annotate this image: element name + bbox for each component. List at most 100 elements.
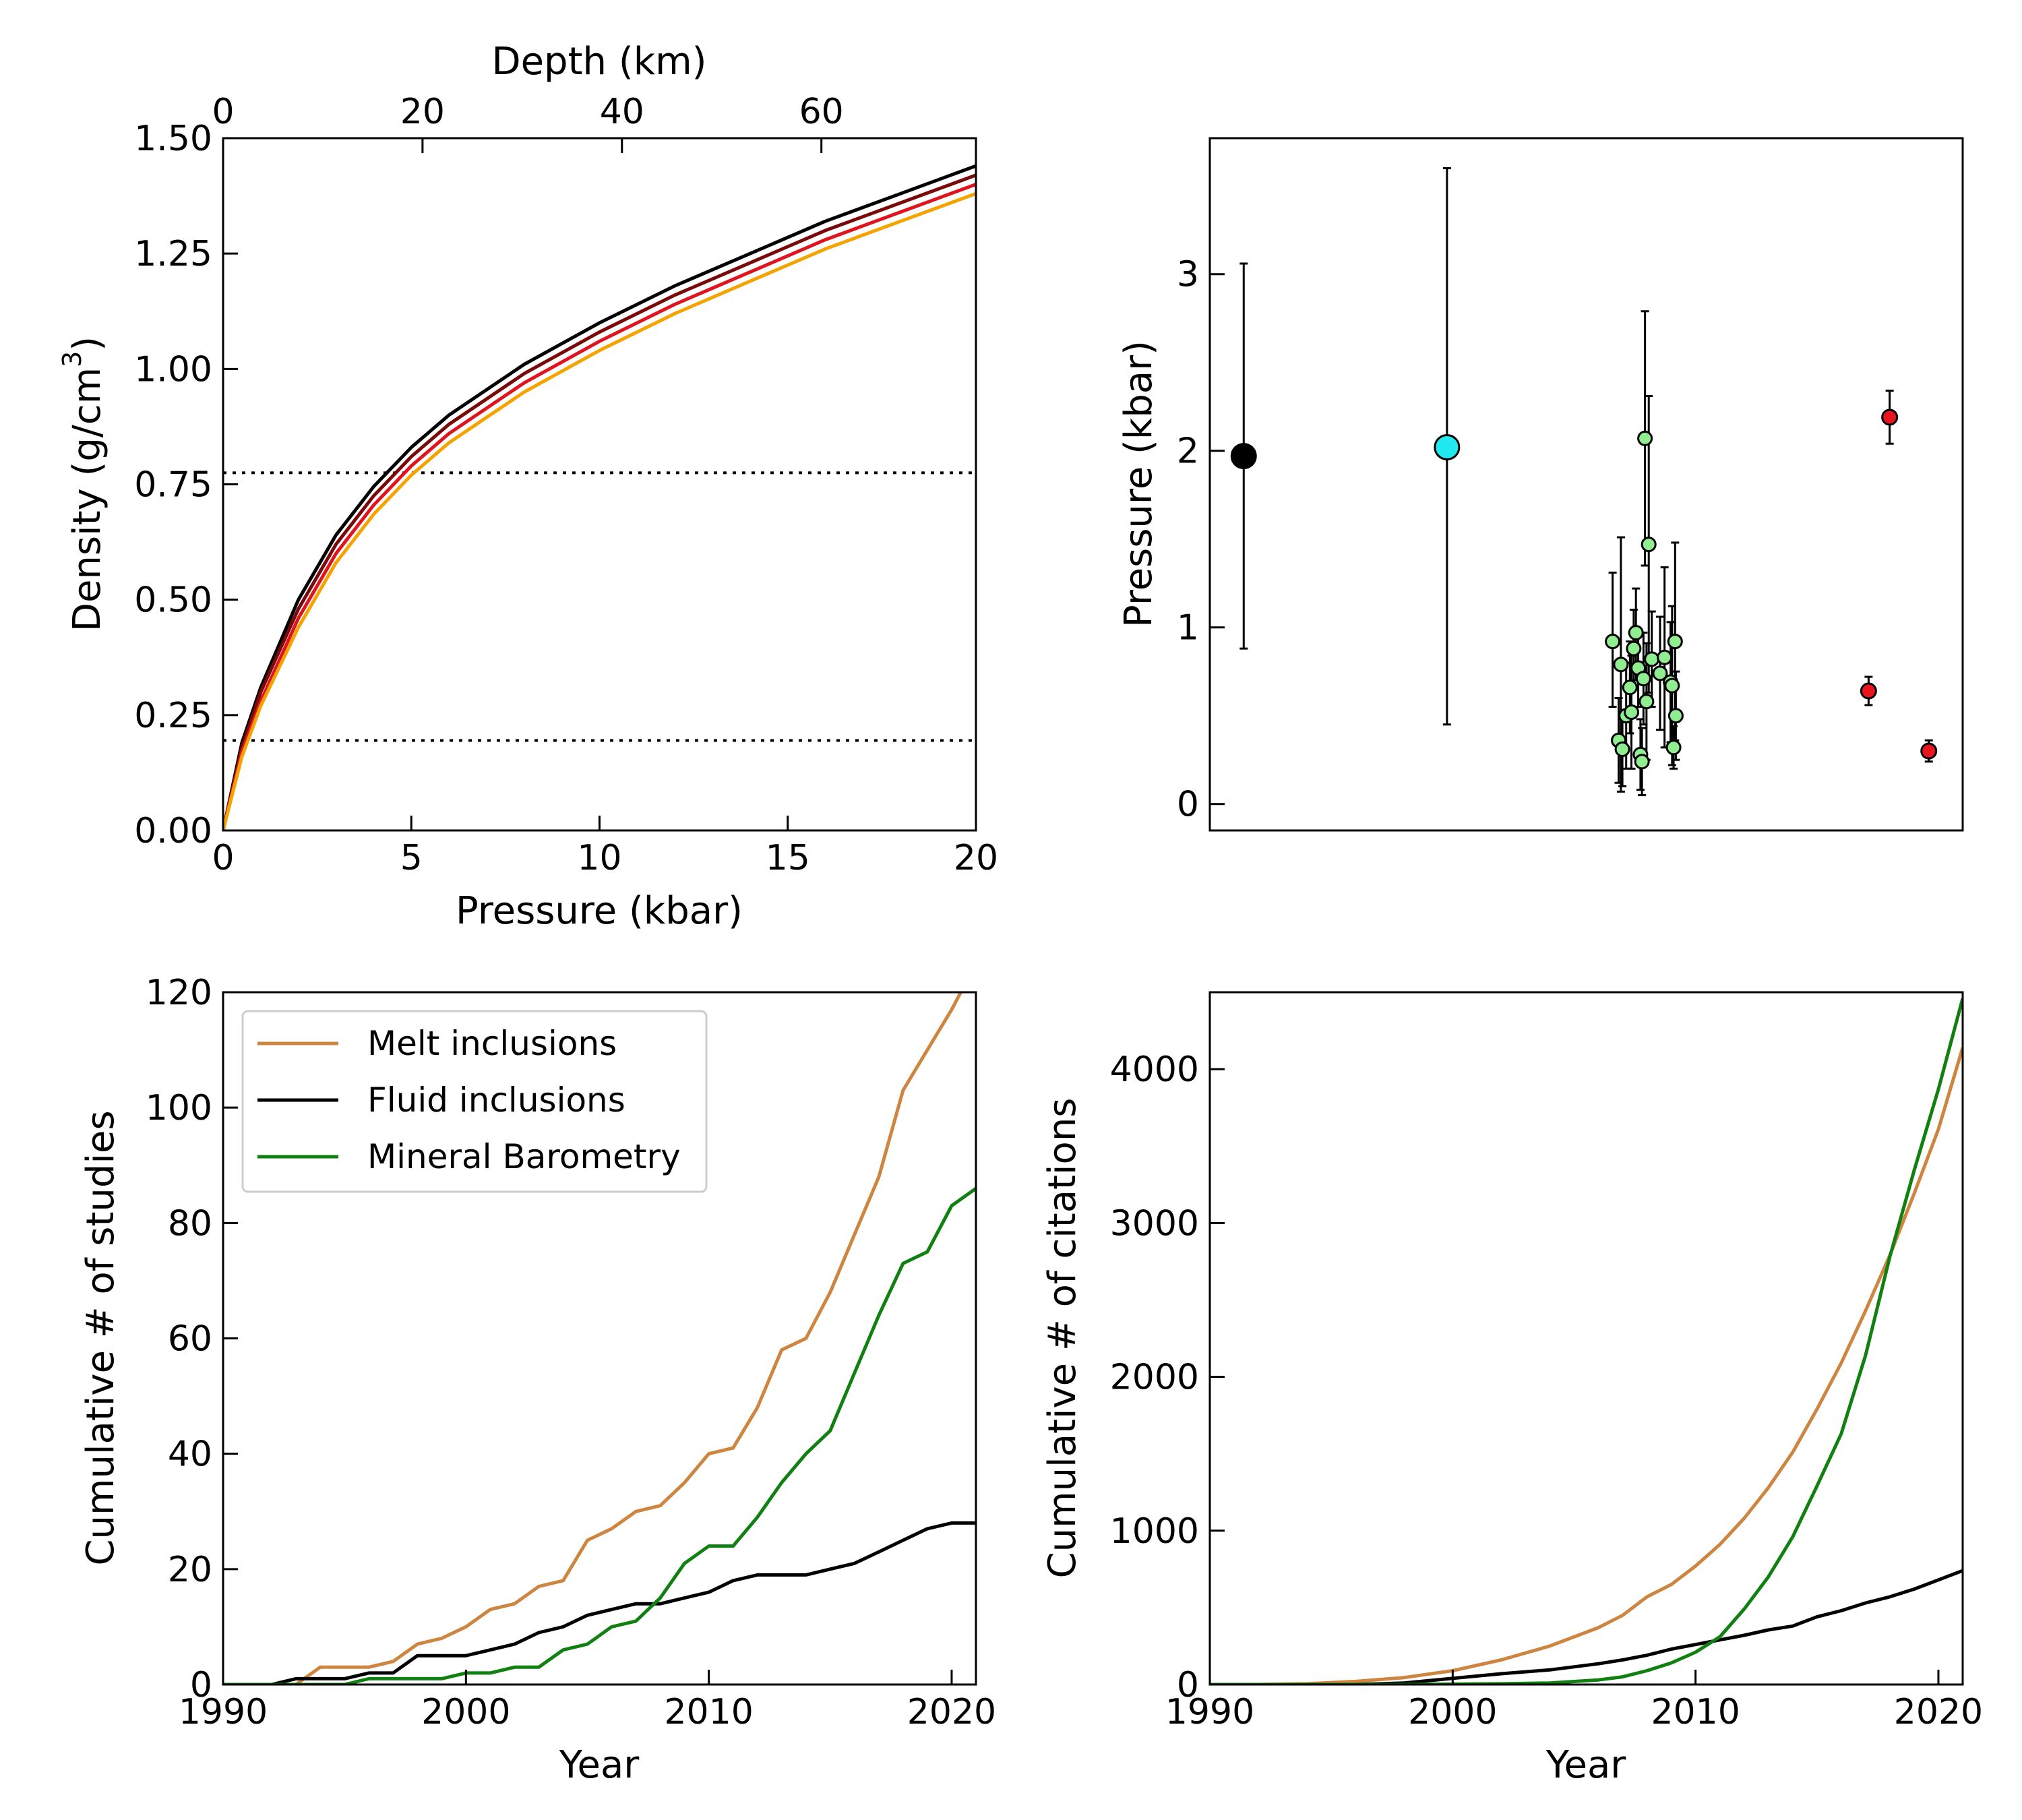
- p4-ytick-label: 2000: [1110, 1358, 1199, 1398]
- p4-xtick-label: 2010: [1651, 1692, 1740, 1732]
- p4-ticks: 1990 2000 2010 2020 0 1000 2000 3000 4000: [1110, 1050, 1983, 1732]
- p2-point-series-2: [1613, 657, 1629, 673]
- p2-point-series-2: [1665, 739, 1682, 756]
- p1-ytick-label: 1.00: [134, 349, 212, 390]
- p2-errorbars: [1239, 167, 1933, 797]
- p2-point-series-2: [1667, 708, 1684, 724]
- p3-ytick-label: 80: [168, 1203, 212, 1244]
- p2-point-series-0: [1230, 443, 1257, 470]
- p3-ticks: 1990 2000 2010 2020 0 20 40 60 80 100 120: [146, 973, 996, 1732]
- p3-legend-label-1: Fluid inclusions: [367, 1081, 625, 1120]
- p1-series-line-0: [223, 164, 976, 830]
- p2-point-series-2: [1624, 704, 1640, 720]
- p1-xtick-label: 10: [577, 838, 621, 878]
- p3-xtick-label: 2000: [421, 1692, 510, 1732]
- p1-ylabel-group: Density (g/cm3): [57, 336, 109, 632]
- p2-point-series-2: [1628, 625, 1644, 641]
- p3-legend-label-2: Mineral Barometry: [367, 1137, 681, 1176]
- p3-legend-items: Melt inclusions Fluid inclusions Mineral B…: [257, 1024, 681, 1176]
- p2-plot: [1230, 167, 1938, 797]
- p1-ytick-label: 0.75: [134, 465, 212, 506]
- p4-plot: [1210, 998, 1963, 1685]
- p2-point-series-2: [1634, 754, 1650, 770]
- pressure-scatter-panel: 0 1 2 3 Pressure (kbar): [1117, 137, 1964, 832]
- p4-ytick-label: 4000: [1110, 1050, 1199, 1090]
- cumulative-studies-panel: 1990 2000 2010 2020 0 20 40 60 80 100 120 Year Cum…: [79, 973, 996, 1787]
- p3-xlabel: Year: [559, 1743, 640, 1787]
- p1-ytick-label: 1.50: [134, 119, 212, 159]
- p4-xtick-label: 2020: [1894, 1692, 1983, 1732]
- p2-point-series-2: [1622, 679, 1638, 696]
- p3-xtick-label: 2010: [664, 1692, 753, 1732]
- p1-ticks: 0 5 10 15 200.000.250.500.751.001.251.500 20 4…: [134, 92, 998, 878]
- p1-x2tick-label: 40: [600, 92, 644, 132]
- p2-point-series-2: [1667, 634, 1683, 650]
- p1-series-line-2: [223, 183, 976, 830]
- p3-xtick-label: 2020: [907, 1692, 996, 1732]
- p4-xtick-label: 2000: [1408, 1692, 1497, 1732]
- p1-ytick-label: 0.00: [134, 811, 212, 851]
- p2-point-series-2: [1637, 430, 1653, 446]
- p2-point-series-1: [1434, 433, 1461, 460]
- p2-point-series-3: [1860, 682, 1877, 700]
- p3-legend: Melt inclusions Fluid inclusions Mineral B…: [241, 1010, 708, 1193]
- p4-ytick-label: 1000: [1110, 1511, 1199, 1552]
- p1-ylabel-sup: 3: [57, 351, 87, 367]
- p1-x2tick-label: 60: [799, 92, 844, 132]
- p2-point-series-2: [1614, 741, 1630, 757]
- p3-ylabel: Cumulative # of studies: [79, 1110, 123, 1565]
- p1-plot: [223, 164, 976, 830]
- p1-series-line-3: [223, 191, 976, 830]
- p3-legend-box: [241, 1010, 708, 1193]
- p2-point-series-2: [1635, 671, 1651, 687]
- p1-series: [223, 164, 976, 830]
- p2-point-series-3: [1920, 742, 1938, 760]
- p1-x2label: Depth (km): [491, 40, 706, 84]
- p4-series-line-0: [1210, 1047, 1963, 1685]
- p1-xlabel: Pressure (kbar): [456, 889, 743, 933]
- p3-ytick-label: 120: [146, 973, 212, 1013]
- p3-legend-label-0: Melt inclusions: [367, 1024, 617, 1063]
- p2-frame: [1208, 137, 1964, 832]
- p2-ytick-label: 0: [1177, 785, 1199, 825]
- p2-point-series-2: [1644, 651, 1660, 667]
- p1-ytick-label: 0.25: [134, 696, 212, 736]
- p4-series-line-1: [1210, 1569, 1963, 1685]
- p1-ytick-label: 1.25: [134, 234, 212, 274]
- p2-ytick-label: 3: [1177, 255, 1199, 295]
- p3-ytick-label: 60: [168, 1319, 212, 1360]
- p3-series-line-2: [223, 1186, 976, 1685]
- p3-ytick-label: 0: [190, 1665, 212, 1705]
- p2-point-series-2: [1638, 694, 1655, 710]
- p1-frame: [222, 137, 977, 832]
- p3-ytick-label: 20: [168, 1550, 212, 1590]
- p2-ticks: 0 1 2 3: [1177, 255, 1225, 825]
- p4-xtick-label: 1990: [1165, 1692, 1254, 1732]
- p2-ytick-label: 2: [1177, 431, 1199, 472]
- p4-ytick-label: 3000: [1110, 1203, 1199, 1244]
- p1-x2tick-label: 0: [212, 92, 234, 132]
- p1-xtick-label: 15: [766, 838, 810, 878]
- p2-point-series-2: [1605, 634, 1621, 650]
- p3-xtick-label: 1990: [179, 1692, 268, 1732]
- p2-point-series-2: [1626, 640, 1642, 657]
- p1-series-line-1: [223, 173, 976, 830]
- p1-xtick-label: 20: [954, 838, 998, 878]
- cumulative-citations-panel: 1990 2000 2010 2020 0 1000 2000 3000 4000 Year C…: [1041, 991, 1983, 1787]
- p2-point-series-3: [1881, 408, 1899, 426]
- p2-point-series-2: [1657, 649, 1673, 665]
- p4-frame: [1208, 991, 1964, 1686]
- p2-point-series-2: [1641, 537, 1657, 553]
- p3-frame: [222, 991, 977, 1686]
- p1-ytick-label: 0.50: [134, 580, 212, 621]
- p2-points: [1230, 408, 1938, 770]
- p2-point-series-2: [1664, 677, 1680, 694]
- p4-xlabel: Year: [1545, 1743, 1627, 1787]
- density-pressure-panel: 0 5 10 15 200.000.250.500.751.001.251.500 20 4…: [57, 40, 998, 933]
- p1-xtick-label: 5: [400, 838, 423, 878]
- p2-point-series-2: [1652, 665, 1668, 681]
- p4-ytick-label: 0: [1177, 1665, 1199, 1705]
- p1-xtick-label: 0: [212, 838, 234, 878]
- p1-ylabel: Density (g/cm3): [57, 336, 109, 632]
